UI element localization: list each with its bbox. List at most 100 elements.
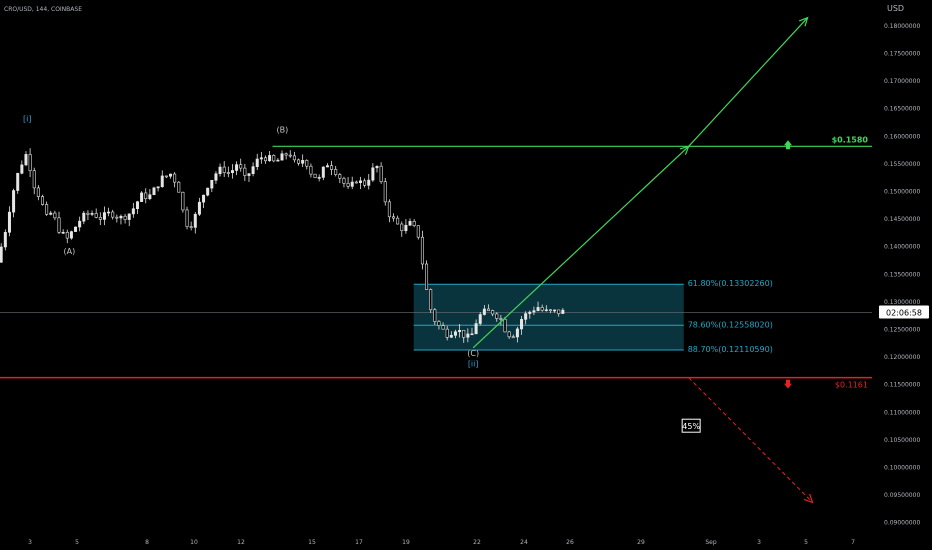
- candle-body: [98, 217, 102, 220]
- x-tick-label: 26: [566, 539, 574, 546]
- candle-body: [24, 154, 28, 166]
- candle-body: [317, 177, 321, 179]
- arrow-up-icon: [784, 140, 792, 150]
- price-levels[interactable]: $0.1580 $0.1161 02:06:58: [0, 135, 929, 390]
- candle-body: [177, 181, 181, 193]
- price-axis[interactable]: 0.18000000 0.17500000 0.17000000 0.16500000…: [884, 23, 920, 527]
- candle-body: [86, 212, 90, 215]
- candle-body: [272, 155, 276, 162]
- candle-body: [144, 192, 148, 199]
- x-tick-label: 24: [520, 539, 528, 546]
- candle-body: [214, 173, 218, 181]
- fib-level-label: 78.60%(0.12558020): [688, 320, 773, 329]
- candle-body: [486, 308, 490, 311]
- fib-retracement-zone[interactable]: 61.80%(0.13302260) 78.60%(0.12558020) 88.7…: [413, 279, 773, 354]
- candle-body: [16, 172, 20, 191]
- up-projection-leg-1[interactable]: [472, 145, 690, 349]
- candle-body: [28, 154, 32, 171]
- candle-body: [313, 173, 317, 179]
- candle-body: [169, 173, 173, 177]
- candle-body: [181, 191, 185, 211]
- candle-body: [36, 187, 40, 197]
- candle-body: [111, 211, 115, 218]
- candle-body: [416, 225, 420, 238]
- candle-body: [235, 164, 239, 171]
- candle-body: [511, 336, 515, 339]
- candle-body: [94, 213, 98, 218]
- candle-body: [53, 212, 57, 219]
- candle-body: [400, 223, 404, 232]
- candle-body: [57, 217, 61, 233]
- candle-body: [515, 328, 519, 338]
- fib-zone-box[interactable]: [413, 284, 684, 350]
- probability-label: 45%: [682, 422, 700, 431]
- y-tick-label: 0.14000000: [884, 244, 920, 251]
- candle-body: [7, 211, 11, 233]
- y-tick-label: 0.17000000: [884, 78, 920, 85]
- candle-body: [396, 217, 400, 225]
- candle-body: [482, 308, 486, 315]
- y-tick-label: 0.10000000: [884, 465, 920, 472]
- candle-body: [358, 180, 362, 183]
- time-axis[interactable]: 3 5 8 10 12 15 17 19 22 24 26 29 Sep 3 5 7: [28, 539, 855, 546]
- candle-body: [425, 263, 429, 290]
- x-tick-label: 3: [28, 539, 32, 546]
- candle-body: [156, 186, 160, 189]
- probability-badge[interactable]: [681, 418, 701, 433]
- candle-body: [74, 226, 78, 232]
- fib-level-label: 61.80%(0.13302260): [688, 279, 773, 288]
- candle-body: [185, 209, 189, 227]
- x-tick-label: 5: [804, 539, 808, 546]
- candle-body: [82, 212, 86, 222]
- candle-body: [544, 309, 548, 312]
- down-projection-line[interactable]: [688, 377, 813, 503]
- candle-body: [263, 157, 267, 162]
- candle-body: [499, 318, 503, 320]
- candle-body: [532, 310, 536, 313]
- y-tick-label: 0.16000000: [884, 133, 920, 140]
- candle-body: [404, 224, 408, 232]
- candle-body: [334, 169, 338, 175]
- candle-body: [32, 170, 36, 189]
- x-tick-label: 5: [75, 539, 79, 546]
- y-tick-label: 0.13000000: [884, 299, 920, 306]
- projection-arrows[interactable]: 45%: [472, 16, 814, 504]
- x-tick-label: 19: [402, 539, 410, 546]
- candle-body: [193, 213, 197, 228]
- candle-body: [470, 333, 474, 336]
- candle-body: [107, 211, 111, 214]
- candle-body: [230, 170, 234, 174]
- candle-body: [45, 204, 49, 215]
- candle-body: [392, 216, 396, 219]
- y-tick-label: 0.09000000: [884, 520, 920, 527]
- x-tick-label: 3: [757, 539, 761, 546]
- candle-body: [363, 180, 367, 186]
- candle-body: [305, 160, 309, 167]
- candle-body: [255, 158, 259, 167]
- candle-body: [375, 165, 379, 169]
- x-tick-label: Sep: [705, 539, 717, 546]
- candle-body: [548, 309, 552, 312]
- candle-body: [69, 231, 73, 239]
- candle-body: [127, 213, 131, 220]
- candle-body: [61, 231, 65, 234]
- x-tick-label: 10: [190, 539, 198, 546]
- candle-body: [342, 177, 346, 184]
- up-projection-leg-2[interactable]: [688, 17, 809, 147]
- candle-body: [437, 321, 441, 326]
- y-tick-label: 0.14500000: [884, 216, 920, 223]
- candle-body: [239, 164, 243, 169]
- candle-body: [445, 328, 449, 338]
- y-tick-label: 0.11500000: [884, 382, 920, 389]
- candle-body: [301, 160, 305, 164]
- candle-body: [420, 236, 424, 265]
- candle-body: [3, 232, 7, 248]
- candle-body: [325, 165, 329, 168]
- candle-body: [379, 165, 383, 182]
- candle-body: [210, 179, 214, 189]
- y-tick-label: 0.09500000: [884, 492, 920, 499]
- y-tick-label: 0.16500000: [884, 106, 920, 113]
- candle-series: [0, 148, 565, 343]
